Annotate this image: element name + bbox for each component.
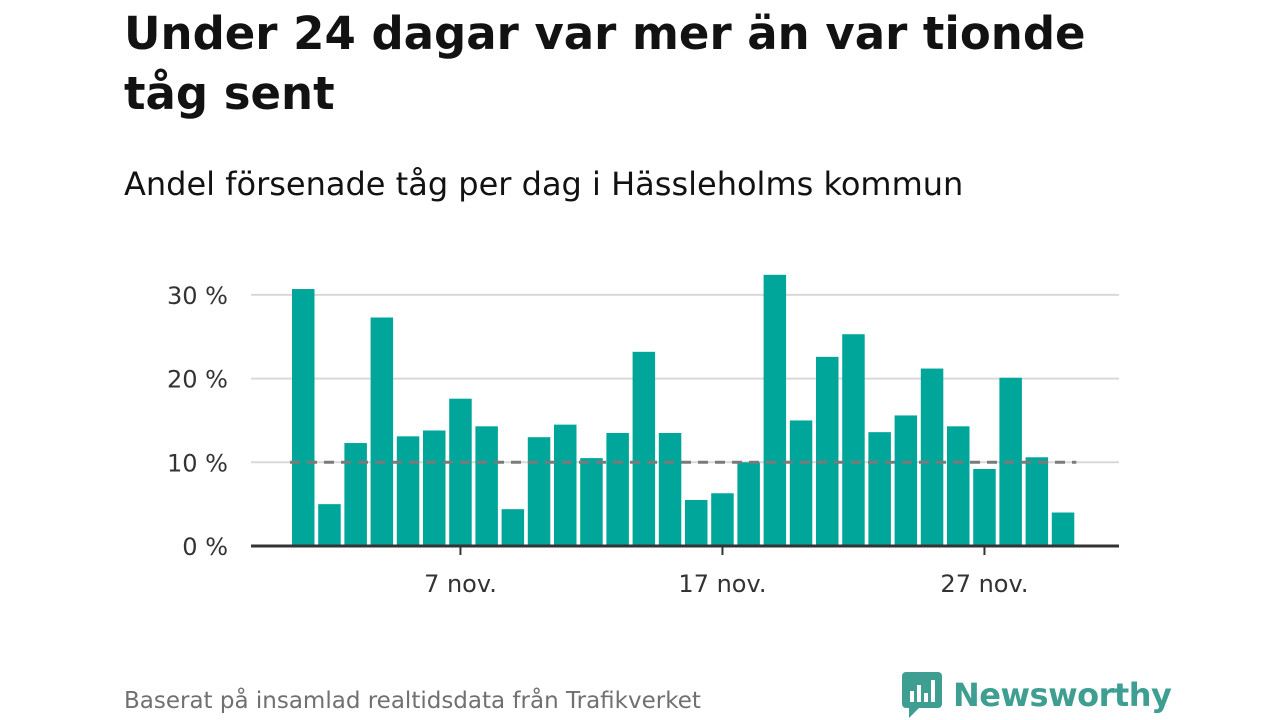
y-tick-label: 30 %	[167, 282, 228, 310]
bar-chart: 0 % 10 % 20 % 30 % 7 nov. 17 nov. 27 nov.	[167, 274, 1119, 598]
chart-title: Under 24 dagar var mer än var tionde tåg…	[124, 7, 1086, 120]
bar	[658, 433, 682, 546]
bar	[685, 499, 708, 546]
bar	[396, 436, 420, 546]
x-tick-label: 27 nov.	[940, 570, 1028, 598]
bar	[711, 493, 734, 546]
bar	[763, 274, 787, 546]
x-axis	[251, 544, 1119, 555]
bar	[606, 433, 629, 546]
y-tick-labels: 0 % 10 % 20 % 30 %	[167, 282, 228, 561]
y-tick-label: 10 %	[167, 449, 228, 477]
bar	[1025, 457, 1049, 546]
bar	[816, 356, 839, 546]
y-tick-label: 20 %	[167, 366, 228, 394]
bar	[449, 398, 472, 546]
source-note: Baserat på insamlad realtidsdata från Tr…	[124, 688, 701, 714]
bar	[580, 458, 603, 546]
bar	[1051, 512, 1075, 546]
x-tick-label: 7 nov.	[424, 570, 497, 598]
newsworthy-logo-icon	[902, 672, 942, 718]
bar	[737, 462, 760, 546]
x-tick-label: 17 nov.	[678, 570, 766, 598]
chart-subtitle: Andel försenade tåg per dag i Hässleholm…	[124, 165, 964, 203]
bar	[475, 426, 498, 546]
bars	[292, 274, 1075, 546]
bar	[501, 509, 525, 546]
bar	[370, 317, 394, 546]
bar	[632, 351, 656, 546]
bar	[789, 420, 813, 546]
x-tick-labels: 7 nov. 17 nov. 27 nov.	[424, 570, 1028, 598]
brand-logo[interactable]: Newsworthy	[901, 670, 1172, 720]
bar	[868, 432, 891, 546]
bar	[292, 289, 315, 546]
bar	[344, 443, 367, 546]
bar	[318, 504, 341, 546]
bar	[920, 368, 944, 546]
bar	[973, 469, 996, 546]
bar	[554, 424, 577, 546]
bar	[947, 426, 970, 546]
bar	[423, 430, 446, 546]
bar	[527, 437, 551, 546]
brand-name: Newsworthy	[953, 676, 1172, 714]
y-tick-label: 0 %	[182, 533, 228, 561]
bar	[842, 334, 865, 546]
bar	[894, 415, 918, 546]
